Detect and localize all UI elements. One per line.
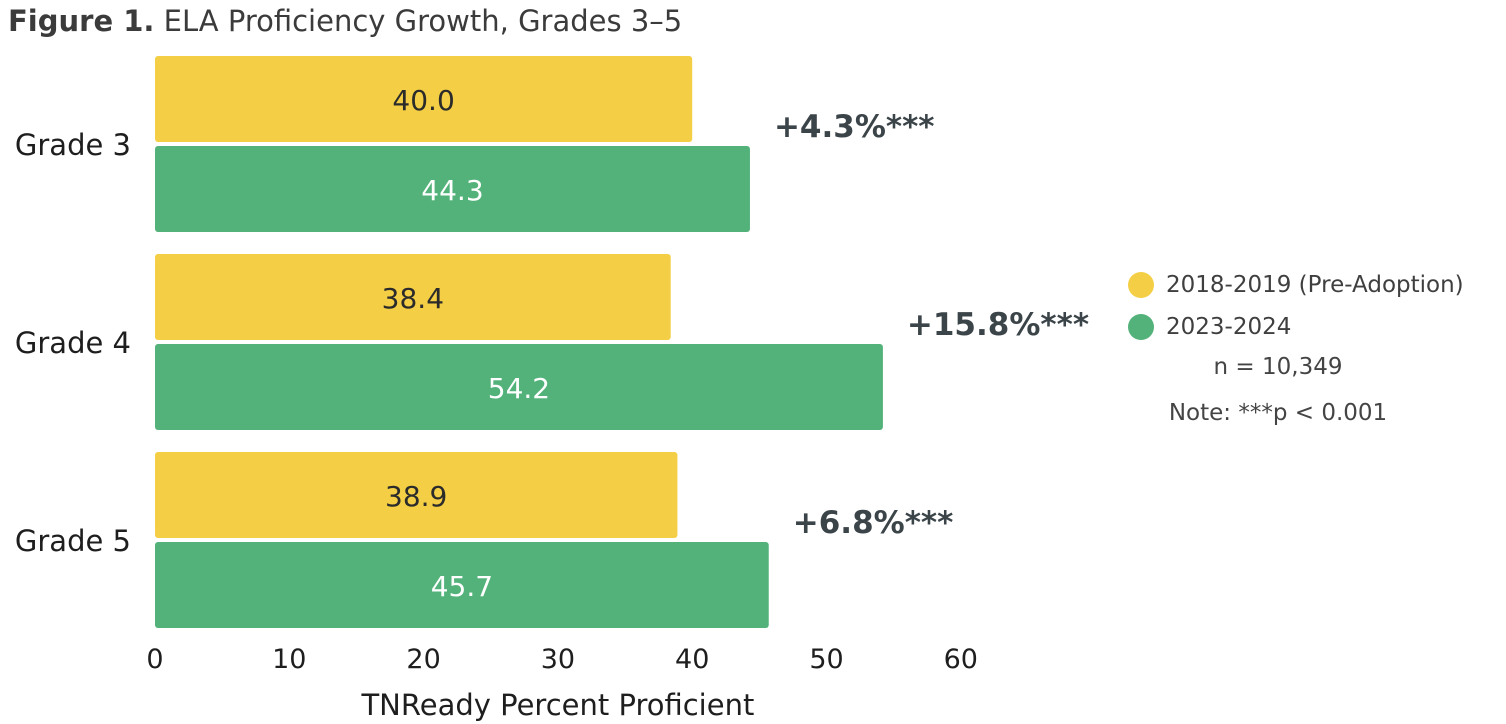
legend-swatch-post: [1128, 314, 1154, 340]
x-axis-title: TNReady Percent Proficient: [360, 688, 754, 722]
legend-swatch-pre: [1128, 272, 1154, 298]
x-tick-label: 10: [272, 644, 306, 675]
legend-item-pre: 2018-2019 (Pre-Adoption): [1128, 264, 1498, 306]
bar-value-label: 38.4: [382, 282, 444, 315]
bar-pre-grade-3: [155, 56, 693, 142]
bar-value-label: 40.0: [392, 84, 454, 117]
significance-note: Note: ***p < 0.001: [1168, 400, 1388, 426]
growth-annotation: +15.8%***: [907, 307, 1089, 343]
figure-label: Figure 1.: [8, 4, 155, 38]
sample-size-note: n = 10,349: [1213, 354, 1343, 380]
legend-item-post: 2023-2024: [1128, 306, 1498, 348]
figure-title: Figure 1. ELA Proficiency Growth, Grades…: [8, 4, 682, 38]
bar-pre-grade-5: [155, 452, 678, 538]
bar-value-label: 44.3: [421, 174, 483, 207]
legend-label-post: 2023-2024: [1166, 314, 1292, 340]
growth-annotation: +4.3%***: [774, 109, 935, 145]
bar-value-label: 45.7: [431, 570, 493, 603]
growth-annotation: +6.8%***: [793, 505, 954, 541]
legend: 2018-2019 (Pre-Adoption) 2023-2024 n = 1…: [1128, 264, 1498, 426]
x-tick-label: 30: [541, 644, 575, 675]
x-tick-label: 20: [406, 644, 440, 675]
bar-pre-grade-4: [155, 254, 671, 340]
bar-post-grade-3: [155, 146, 750, 232]
figure-title-text: ELA Proficiency Growth, Grades 3–5: [163, 4, 683, 38]
category-label: Grade 4: [15, 326, 131, 360]
bar-post-grade-5: [155, 542, 769, 628]
bar-value-label: 38.9: [385, 480, 447, 513]
category-label: Grade 3: [15, 128, 131, 162]
x-tick-label: 60: [944, 644, 978, 675]
category-label: Grade 5: [15, 524, 131, 558]
x-tick-label: 50: [809, 644, 843, 675]
x-tick-label: 40: [675, 644, 709, 675]
x-tick-label: 0: [146, 644, 163, 675]
legend-label-pre: 2018-2019 (Pre-Adoption): [1166, 272, 1464, 298]
bar-value-label: 54.2: [488, 372, 550, 405]
bar-chart: 40.0 44.3 Grade 3 +4.3%*** 38.4 54.2 Grade 4 +1…: [15, 56, 1089, 722]
bar-post-grade-4: [155, 344, 883, 430]
